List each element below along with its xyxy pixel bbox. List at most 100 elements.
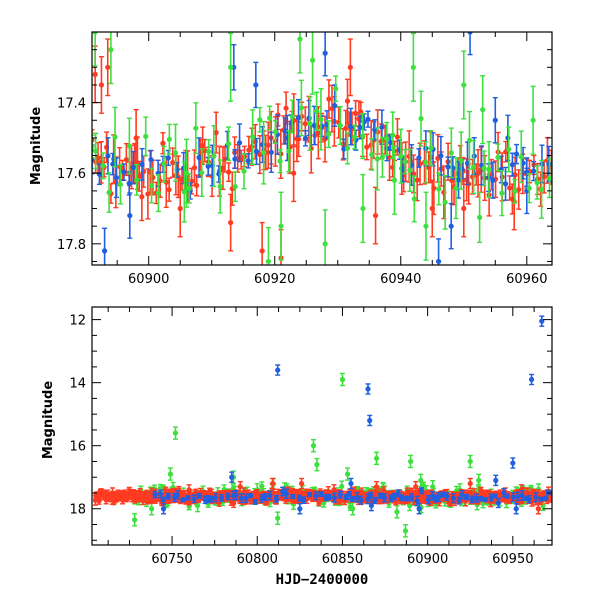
data-point bbox=[253, 148, 260, 155]
data-point bbox=[398, 153, 404, 159]
data-point bbox=[546, 175, 552, 181]
data-point bbox=[506, 146, 512, 152]
data-point bbox=[407, 167, 413, 173]
data-point bbox=[217, 183, 223, 190]
data-point bbox=[360, 205, 366, 212]
data-point bbox=[226, 169, 232, 175]
data-point bbox=[261, 150, 267, 156]
data-point bbox=[418, 477, 424, 483]
data-point bbox=[232, 184, 238, 190]
data-point bbox=[394, 134, 401, 140]
x-tick-label: 60920 bbox=[254, 272, 295, 287]
x-tick-label: 60960 bbox=[506, 272, 547, 287]
data-point bbox=[283, 105, 289, 111]
data-point bbox=[205, 163, 211, 169]
data-point bbox=[512, 188, 518, 194]
data-point bbox=[402, 159, 408, 165]
data-point bbox=[315, 130, 321, 136]
data-point bbox=[106, 189, 112, 196]
data-point bbox=[343, 125, 349, 131]
data-point bbox=[259, 248, 265, 254]
data-point bbox=[311, 122, 317, 129]
data-point bbox=[486, 166, 492, 173]
data-point bbox=[265, 258, 272, 265]
data-point bbox=[250, 134, 256, 140]
data-point bbox=[344, 98, 351, 104]
data-point bbox=[526, 185, 532, 191]
data-point bbox=[314, 462, 320, 468]
data-point bbox=[200, 143, 206, 149]
data-point bbox=[374, 156, 380, 162]
data-point bbox=[541, 174, 547, 180]
data-point bbox=[245, 158, 251, 164]
data-point bbox=[502, 181, 509, 187]
series-green bbox=[131, 372, 552, 538]
data-point bbox=[272, 129, 278, 135]
data-point bbox=[339, 376, 346, 383]
data-point bbox=[277, 158, 283, 164]
data-point bbox=[326, 96, 332, 102]
data-point bbox=[228, 220, 234, 226]
data-point bbox=[199, 170, 205, 176]
data-point bbox=[123, 156, 129, 163]
data-point bbox=[213, 130, 219, 136]
data-point bbox=[379, 124, 385, 130]
data-point bbox=[429, 205, 435, 212]
data-point bbox=[121, 169, 127, 175]
data-point bbox=[296, 136, 302, 142]
data-point bbox=[236, 140, 243, 146]
data-point bbox=[313, 108, 320, 114]
data-point bbox=[117, 181, 124, 188]
data-point bbox=[490, 177, 496, 183]
data-point bbox=[423, 159, 429, 165]
data-point bbox=[110, 161, 116, 167]
x-tick-label: 60900 bbox=[128, 272, 169, 287]
data-point bbox=[530, 117, 536, 123]
data-point bbox=[309, 57, 316, 63]
data-point bbox=[278, 223, 284, 229]
data-point bbox=[241, 168, 247, 174]
data-point bbox=[357, 124, 363, 131]
data-point bbox=[133, 135, 139, 141]
data-point bbox=[339, 483, 345, 490]
data-point bbox=[344, 145, 351, 151]
data-point bbox=[436, 186, 442, 192]
data-point bbox=[206, 149, 212, 155]
data-point bbox=[373, 455, 380, 461]
data-point bbox=[495, 154, 501, 160]
data-point bbox=[416, 155, 422, 161]
data-point bbox=[530, 168, 537, 174]
data-point bbox=[143, 133, 149, 139]
data-point bbox=[225, 141, 232, 147]
data-point bbox=[326, 131, 332, 137]
data-point bbox=[149, 506, 155, 512]
data-point bbox=[92, 144, 95, 150]
data-point bbox=[167, 471, 173, 477]
data-point bbox=[423, 223, 429, 229]
data-point bbox=[139, 161, 145, 168]
data-point bbox=[297, 36, 303, 42]
data-point bbox=[95, 155, 101, 161]
data-point bbox=[268, 149, 274, 155]
y-tick-label: 17.8 bbox=[57, 238, 86, 253]
data-point bbox=[509, 162, 515, 168]
top-panel: 60900 60920 60940 60960 17.4 17.6 17.8 bbox=[57, 31, 553, 287]
data-point bbox=[139, 194, 145, 200]
data-point bbox=[291, 170, 297, 176]
data-point bbox=[288, 120, 294, 126]
data-point bbox=[232, 156, 238, 162]
data-point bbox=[267, 115, 273, 121]
data-point bbox=[211, 153, 217, 159]
data-point bbox=[453, 185, 459, 191]
data-point bbox=[98, 82, 105, 88]
data-point bbox=[259, 483, 265, 489]
data-point bbox=[134, 177, 140, 183]
data-point bbox=[302, 135, 309, 141]
data-point bbox=[170, 160, 176, 166]
data-point bbox=[172, 150, 179, 156]
data-point bbox=[390, 132, 396, 138]
data-point bbox=[430, 484, 436, 490]
data-point bbox=[402, 528, 409, 534]
data-point bbox=[193, 125, 199, 131]
